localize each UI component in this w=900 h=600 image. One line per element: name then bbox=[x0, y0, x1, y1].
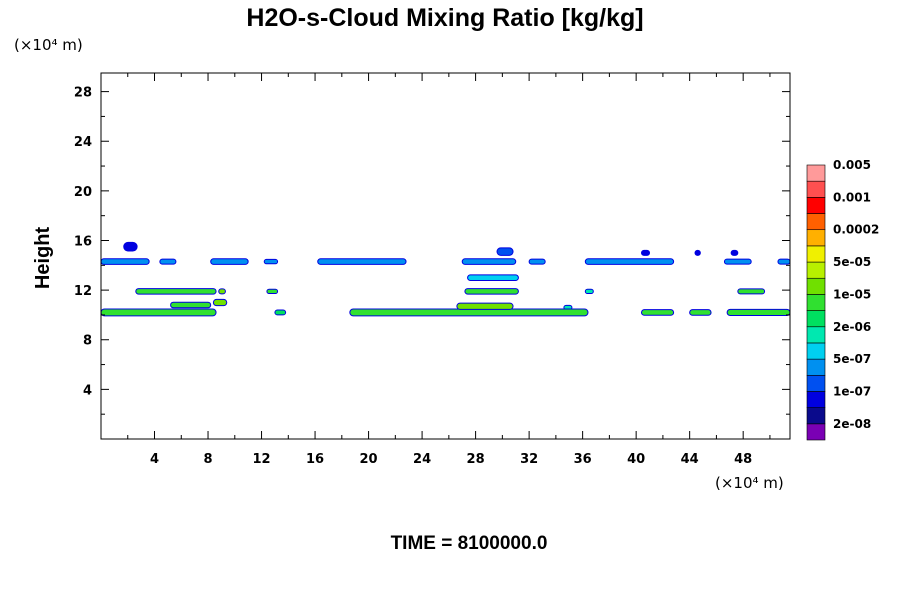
colorbar-swatch-5 bbox=[806, 342, 826, 360]
cloud-feature-12 bbox=[640, 249, 651, 256]
y-axis-label: Height bbox=[32, 227, 54, 290]
cloud-feature-27 bbox=[349, 308, 589, 317]
colorbar-label-8: 0.005 bbox=[833, 158, 871, 172]
colorbar-swatch-12 bbox=[806, 229, 826, 247]
x-tick-label-11: 48 bbox=[734, 452, 752, 467]
cloud-feature-13 bbox=[694, 249, 701, 256]
colorbar-label-6: 0.0002 bbox=[833, 223, 879, 237]
x-tick-label-1: 8 bbox=[204, 452, 213, 467]
colorbar-label-2: 5e-07 bbox=[833, 352, 871, 366]
x-tick-label-9: 40 bbox=[627, 452, 645, 467]
y-axis-unit: (×10⁴ m) bbox=[14, 36, 83, 54]
cloud-feature-3 bbox=[263, 258, 279, 265]
x-tick-label-0: 4 bbox=[150, 452, 159, 467]
cloud-feature-11 bbox=[496, 247, 514, 256]
colorbar-label-0: 2e-08 bbox=[833, 417, 871, 431]
cloud-feature-17 bbox=[266, 288, 279, 295]
colorbar-swatch-14 bbox=[806, 197, 826, 214]
cloud-feature-2 bbox=[210, 258, 249, 265]
y-tick-label-3: 16 bbox=[74, 234, 92, 249]
colorbar: 2e-08 1e-07 5e-07 2e-06 1e-05 5e-05 0.0002 0.00… bbox=[806, 158, 879, 441]
colorbar-label-4: 1e-05 bbox=[833, 287, 871, 301]
colorbar-swatch-2 bbox=[806, 391, 826, 408]
x-tick-label-5: 24 bbox=[413, 452, 431, 467]
y-tick-label-0: 4 bbox=[83, 383, 92, 398]
cloud-feature-21 bbox=[170, 301, 212, 309]
colorbar-swatch-16 bbox=[806, 164, 826, 182]
colorbar-swatch-9 bbox=[806, 277, 826, 295]
colorbar-swatch-1 bbox=[806, 407, 826, 425]
cloud-feature-14 bbox=[730, 249, 739, 256]
y-axis-ticks: 4 8 12 16 20 24 28 bbox=[74, 86, 790, 415]
colorbar-swatch-15 bbox=[806, 180, 826, 198]
cloud-feature-18 bbox=[464, 288, 519, 295]
colorbar-swatch-0 bbox=[806, 423, 826, 441]
x-tick-label-7: 32 bbox=[520, 452, 538, 467]
colorbar-swatch-7 bbox=[806, 310, 826, 328]
x-axis-unit: (×10⁴ m) bbox=[715, 474, 784, 492]
cloud-features bbox=[100, 241, 791, 317]
cloud-feature-31 bbox=[726, 308, 791, 317]
cloud-feature-8 bbox=[723, 258, 752, 265]
cloud-feature-10 bbox=[123, 241, 138, 252]
colorbar-label-1: 1e-07 bbox=[833, 384, 871, 398]
cloud-feature-15 bbox=[135, 288, 217, 295]
x-tick-label-8: 36 bbox=[574, 452, 592, 467]
chart-title: H2O-s-Cloud Mixing Ratio [kg/kg] bbox=[246, 4, 643, 32]
x-tick-label-4: 20 bbox=[360, 452, 378, 467]
colorbar-swatch-13 bbox=[806, 213, 826, 231]
x-axis-ticks: 4 8 12 16 20 24 28 32 36 40 44 48 bbox=[127, 73, 771, 467]
y-tick-label-1: 8 bbox=[83, 334, 92, 349]
y-tick-label-4: 20 bbox=[74, 185, 92, 200]
plot-area bbox=[100, 72, 791, 440]
cloud-feature-4 bbox=[317, 258, 407, 265]
cloud-feature-0 bbox=[100, 258, 150, 265]
x-tick-label-6: 28 bbox=[467, 452, 485, 467]
cloud-feature-26 bbox=[274, 309, 287, 316]
x-tick-label-10: 44 bbox=[681, 452, 699, 467]
y-tick-label-2: 12 bbox=[74, 284, 92, 299]
y-tick-label-5: 24 bbox=[74, 135, 92, 150]
cloud-feature-5 bbox=[461, 258, 517, 265]
x-tick-label-2: 12 bbox=[252, 452, 270, 467]
cloud-feature-28 bbox=[456, 302, 514, 310]
plot-background bbox=[101, 73, 790, 439]
colorbar-swatch-6 bbox=[806, 326, 826, 344]
cloud-feature-19 bbox=[584, 288, 594, 295]
cloud-feature-1 bbox=[159, 258, 177, 265]
colorbar-swatch-4 bbox=[806, 358, 826, 376]
cloud-feature-23 bbox=[467, 274, 519, 282]
cloud-feature-6 bbox=[528, 258, 546, 265]
cloud-feature-29 bbox=[640, 309, 675, 316]
colorbar-label-7: 0.001 bbox=[833, 190, 871, 204]
colorbar-swatch-11 bbox=[806, 245, 826, 263]
cloud-feature-22 bbox=[212, 298, 228, 307]
cloud-feature-30 bbox=[689, 309, 712, 316]
cloud-feature-25 bbox=[100, 308, 217, 317]
x-tick-label-3: 16 bbox=[306, 452, 324, 467]
colorbar-label-5: 5e-05 bbox=[833, 255, 871, 269]
colorbar-label-3: 2e-06 bbox=[833, 320, 871, 334]
colorbar-swatch-3 bbox=[806, 374, 826, 392]
cloud-feature-20 bbox=[737, 288, 766, 295]
time-label: TIME = 8100000.0 bbox=[391, 533, 548, 554]
cloud-feature-16 bbox=[218, 288, 226, 295]
cloud-feature-7 bbox=[584, 258, 675, 265]
cloud-feature-9 bbox=[777, 258, 791, 265]
colorbar-swatch-10 bbox=[806, 261, 826, 279]
plot-frame bbox=[100, 72, 791, 440]
y-tick-label-6: 28 bbox=[74, 86, 92, 101]
colorbar-swatch-8 bbox=[806, 294, 826, 311]
